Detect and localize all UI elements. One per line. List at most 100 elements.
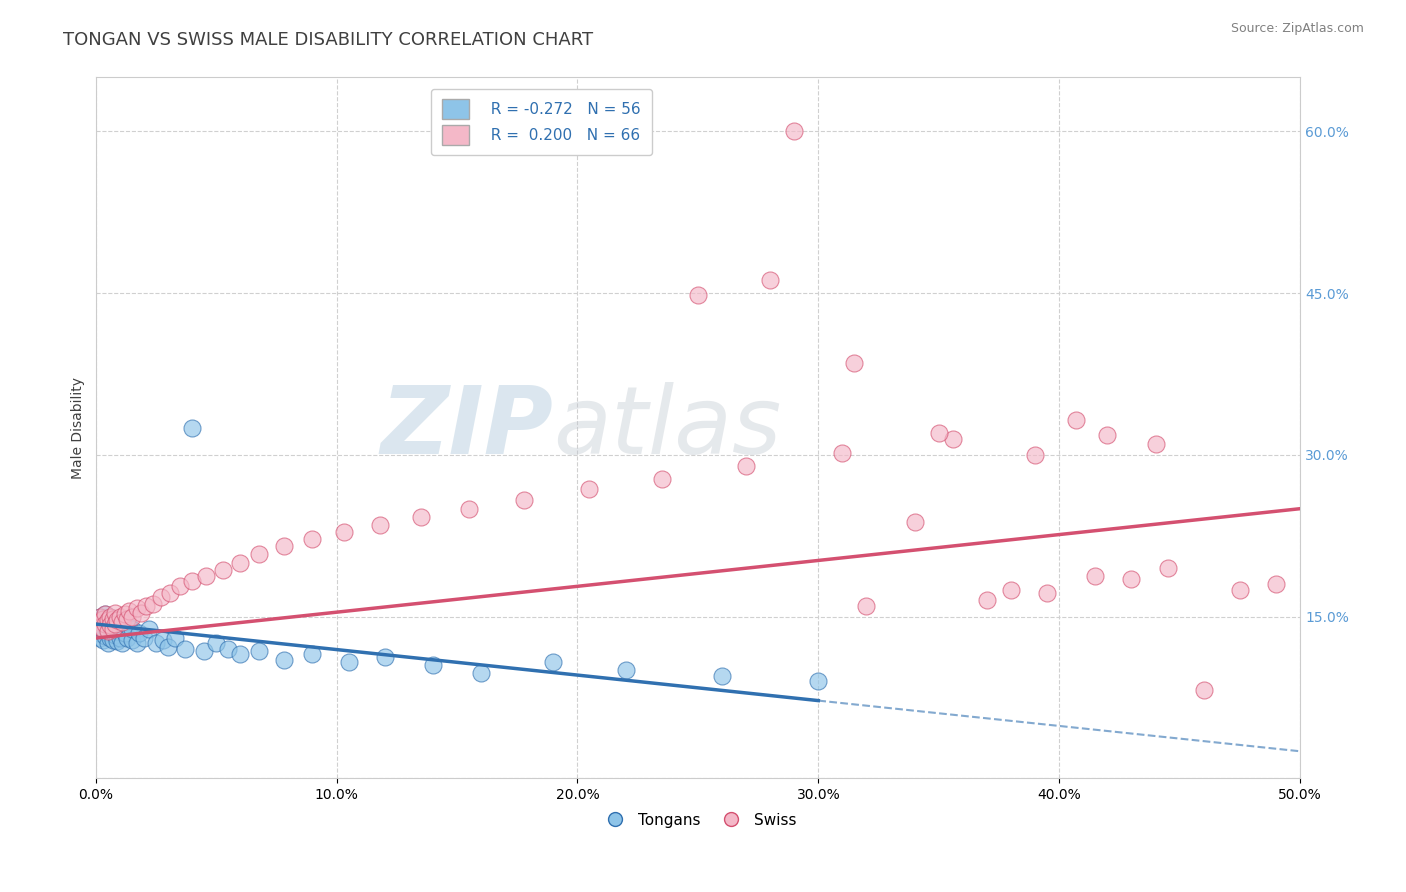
Point — [91, 612, 114, 626]
Point — [101, 633, 124, 648]
Point — [1229, 582, 1251, 597]
Point — [97, 624, 120, 638]
Point — [125, 600, 148, 615]
Point — [1156, 561, 1178, 575]
Point — [1144, 437, 1167, 451]
Point — [98, 609, 121, 624]
Point — [98, 609, 121, 624]
Text: ZIP: ZIP — [381, 382, 554, 474]
Point — [1265, 577, 1288, 591]
Point — [108, 631, 131, 645]
Point — [104, 607, 127, 621]
Point — [173, 641, 195, 656]
Point — [94, 607, 117, 622]
Legend: Tongans, Swiss: Tongans, Swiss — [593, 806, 803, 834]
Point — [91, 612, 114, 626]
Point — [181, 574, 204, 588]
Point — [249, 547, 271, 561]
Y-axis label: Male Disability: Male Disability — [72, 376, 86, 479]
Point — [125, 636, 148, 650]
Point — [783, 124, 806, 138]
Point — [422, 658, 444, 673]
Point — [229, 556, 252, 570]
Point — [111, 615, 134, 629]
Point — [686, 288, 709, 302]
Point — [97, 613, 120, 627]
Point — [121, 623, 143, 637]
Point — [135, 599, 157, 613]
Point — [543, 655, 565, 669]
Point — [205, 636, 228, 650]
Point — [1024, 448, 1046, 462]
Point — [273, 652, 295, 666]
Point — [138, 623, 160, 637]
Text: atlas: atlas — [554, 383, 782, 474]
Point — [195, 568, 218, 582]
Point — [1121, 572, 1143, 586]
Point — [108, 609, 131, 624]
Point — [928, 426, 950, 441]
Point — [131, 607, 153, 621]
Point — [97, 625, 120, 640]
Point — [128, 625, 150, 640]
Point — [87, 615, 110, 629]
Point — [333, 525, 356, 540]
Point — [89, 631, 111, 645]
Point — [94, 618, 117, 632]
Point — [98, 631, 121, 645]
Text: Source: ZipAtlas.com: Source: ZipAtlas.com — [1230, 22, 1364, 36]
Point — [145, 636, 167, 650]
Text: TONGAN VS SWISS MALE DISABILITY CORRELATION CHART: TONGAN VS SWISS MALE DISABILITY CORRELAT… — [63, 31, 593, 49]
Point — [169, 579, 191, 593]
Point — [976, 593, 998, 607]
Point — [89, 620, 111, 634]
Point — [94, 629, 117, 643]
Point — [115, 631, 138, 645]
Point — [1084, 568, 1107, 582]
Point — [115, 612, 138, 626]
Point — [159, 586, 181, 600]
Point — [152, 633, 174, 648]
Point — [98, 620, 121, 634]
Point — [118, 604, 141, 618]
Point — [121, 609, 143, 624]
Point — [855, 599, 877, 613]
Point — [735, 458, 758, 473]
Point — [831, 445, 853, 459]
Point — [844, 356, 866, 370]
Point — [104, 617, 127, 632]
Point — [89, 620, 111, 634]
Point — [181, 421, 204, 435]
Point — [104, 617, 127, 632]
Point — [759, 273, 782, 287]
Point — [409, 510, 432, 524]
Point — [114, 607, 136, 622]
Point — [651, 471, 673, 485]
Point — [1097, 428, 1119, 442]
Point — [118, 620, 141, 634]
Point — [91, 623, 114, 637]
Point — [105, 634, 128, 648]
Point — [98, 618, 121, 632]
Point — [165, 631, 187, 645]
Point — [132, 631, 155, 645]
Point — [101, 623, 124, 637]
Point — [249, 644, 271, 658]
Point — [193, 644, 215, 658]
Point — [212, 563, 235, 577]
Point — [149, 590, 172, 604]
Point — [301, 647, 323, 661]
Point — [1064, 413, 1087, 427]
Point — [458, 501, 481, 516]
Point — [1036, 586, 1059, 600]
Point — [101, 612, 124, 626]
Point — [89, 609, 111, 624]
Point — [710, 669, 733, 683]
Point — [156, 640, 179, 654]
Point — [578, 483, 600, 497]
Point — [121, 633, 143, 648]
Point — [108, 620, 131, 634]
Point — [105, 624, 128, 638]
Point — [1192, 682, 1215, 697]
Point — [807, 674, 830, 689]
